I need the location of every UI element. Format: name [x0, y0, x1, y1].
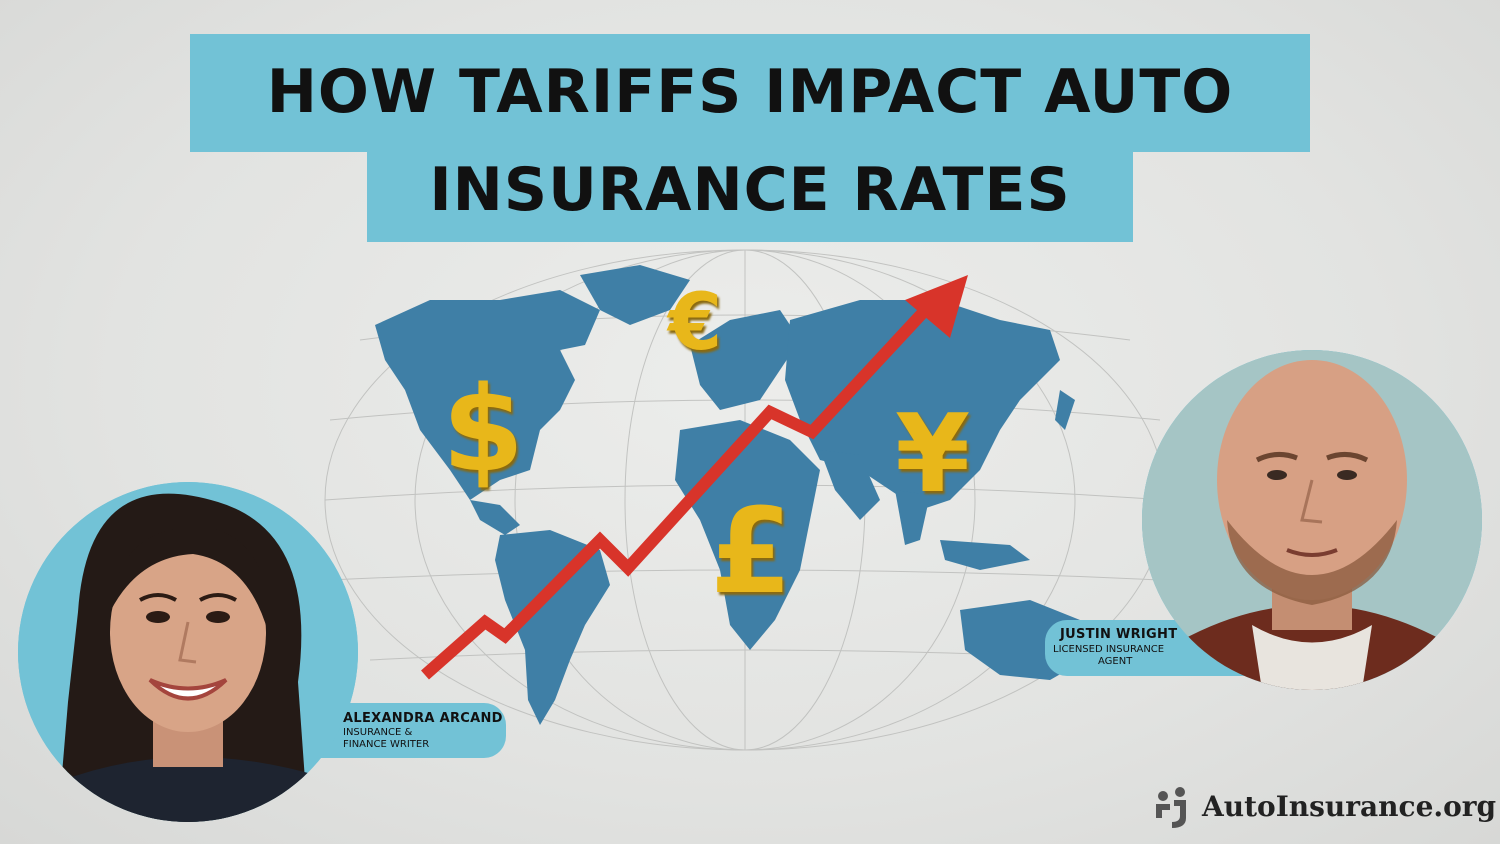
page-title-line-2: INSURANCE RATES — [429, 155, 1071, 225]
continents — [375, 265, 1085, 725]
author-name-justin: JUSTIN WRIGHT — [1060, 627, 1178, 642]
author-role-line2-justin: AGENT — [1098, 656, 1133, 667]
author-role-line2-alexandra: FINANCE WRITER — [343, 739, 430, 750]
title-band-bottom — [367, 140, 1133, 242]
brand-name[interactable]: AutoInsurance.org — [1202, 790, 1497, 823]
author-role-line1-justin: LICENSED INSURANCE — [1053, 644, 1165, 655]
brand-logo-icon — [1150, 784, 1194, 830]
avatar-woman-illustration — [18, 482, 358, 822]
yen-sign-icon: ¥ — [895, 392, 971, 517]
author-name-alexandra: ALEXANDRA ARCAND — [343, 711, 503, 726]
euro-sign-icon: € — [668, 278, 723, 368]
title-band-top — [190, 34, 1310, 152]
dollar-sign-icon: $ — [442, 360, 525, 498]
rising-arrow-graphic — [421, 275, 968, 680]
author-photo-alexandra — [18, 482, 358, 822]
avatar-man-illustration — [1142, 350, 1482, 690]
author-role-line1-alexandra: INSURANCE & — [343, 727, 413, 738]
page-title-line-1: HOW TARIFFS IMPACT AUTO — [266, 57, 1234, 127]
pound-sign-icon: £ — [710, 482, 793, 620]
author-photo-justin — [1142, 350, 1482, 690]
